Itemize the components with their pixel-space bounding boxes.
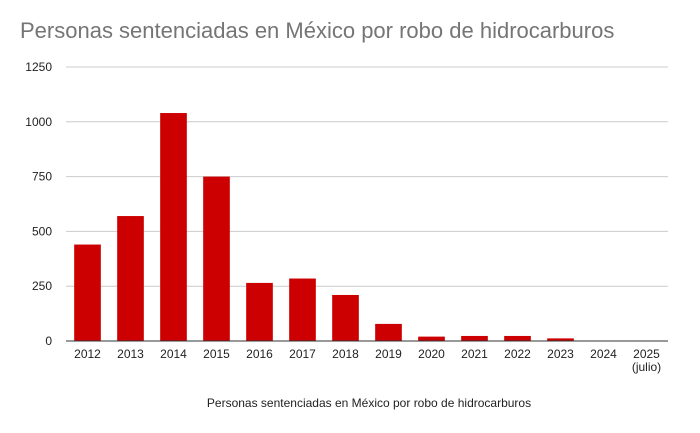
x-tick-label: 2018	[332, 347, 359, 361]
bar-2023	[547, 338, 574, 341]
y-tick-label: 500	[32, 224, 52, 238]
bar-2018	[332, 294, 359, 341]
grid-lines	[66, 66, 668, 287]
x-tick-label: 2019	[375, 347, 402, 361]
bar-2020	[418, 336, 445, 341]
bar-2022	[504, 335, 531, 341]
y-tick-label: 1000	[25, 115, 52, 129]
x-axis: 2012 2013 2014 2015 2016 2017 2018 2019 2020 2021…	[66, 340, 668, 374]
y-tick-label: 1250	[25, 60, 52, 74]
bar-2013	[117, 216, 144, 341]
bar-2021	[461, 335, 488, 341]
x-tick-label: 2014	[160, 347, 187, 361]
x-tick-label: 2024	[590, 347, 617, 361]
bar-2019	[375, 323, 402, 341]
bar-2017	[289, 278, 316, 341]
x-tick-label: 2012	[74, 347, 101, 361]
x-tick-label: 2015	[203, 347, 230, 361]
x-tick-label: 2025 (julio)	[632, 347, 661, 374]
x-tick-label: 2020	[418, 347, 445, 361]
y-axis: 0 250 500 750 1000 1250	[25, 60, 52, 348]
x-tick-label: 2022	[504, 347, 531, 361]
bar-2014	[160, 113, 187, 341]
bars	[74, 113, 574, 341]
chart-title: Personas sentenciadas en México por robo…	[20, 18, 615, 43]
bar-2016	[246, 282, 273, 341]
bar-2015	[203, 176, 230, 341]
x-tick-label: 2013	[117, 347, 144, 361]
x-tick-label: 2016	[246, 347, 273, 361]
x-tick-label: 2023	[547, 347, 574, 361]
x-tick-label: 2021	[461, 347, 488, 361]
bar-2012	[74, 244, 101, 341]
y-tick-label: 0	[45, 334, 52, 348]
x-tick-label: 2017	[289, 347, 316, 361]
x-axis-label: Personas sentenciadas en México por robo…	[207, 396, 531, 410]
y-tick-label: 750	[32, 170, 52, 184]
y-tick-label: 250	[32, 279, 52, 293]
